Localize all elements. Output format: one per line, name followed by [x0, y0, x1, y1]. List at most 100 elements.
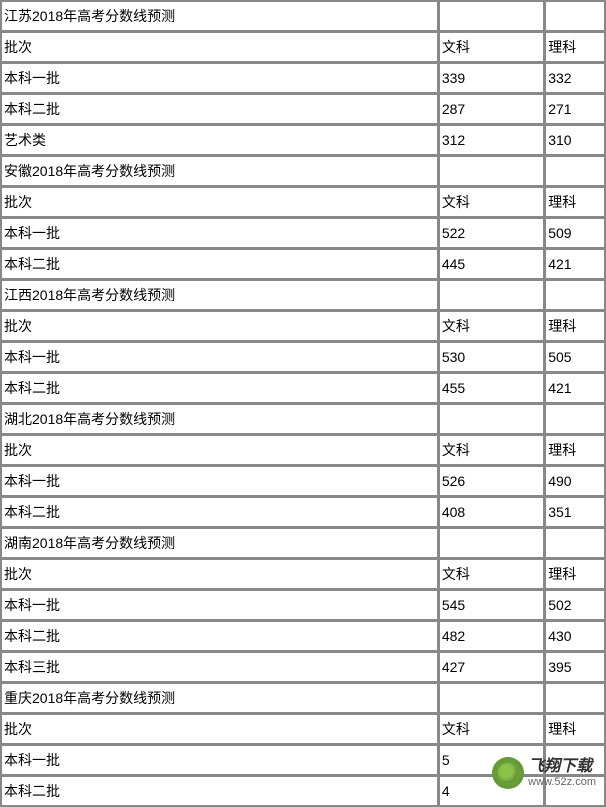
header-arts: 文科 [439, 435, 544, 465]
empty-cell [439, 683, 544, 713]
header-arts: 文科 [439, 32, 544, 62]
section-title: 江苏2018年高考分数线预测 [1, 1, 438, 31]
empty-cell [545, 1, 605, 31]
batch-name: 本科二批 [1, 249, 438, 279]
science-score: 351 [545, 497, 605, 527]
header-arts: 文科 [439, 714, 544, 744]
table-row: 本科一批530505 [1, 342, 605, 372]
header-science: 理科 [545, 559, 605, 589]
section-title: 安徽2018年高考分数线预测 [1, 156, 438, 186]
batch-name: 本科二批 [1, 776, 438, 806]
arts-score: 445 [439, 249, 544, 279]
section-title: 江西2018年高考分数线预测 [1, 280, 438, 310]
header-arts: 文科 [439, 559, 544, 589]
arts-score: 339 [439, 63, 544, 93]
watermark-title: 飞翔下载 [528, 758, 596, 776]
table-body: 江苏2018年高考分数线预测批次文科理科本科一批339332本科二批287271… [1, 1, 605, 806]
table-row: 本科一批545502 [1, 590, 605, 620]
empty-cell [545, 404, 605, 434]
header-science: 理科 [545, 187, 605, 217]
arts-score: 427 [439, 652, 544, 682]
section-title-row: 安徽2018年高考分数线预测 [1, 156, 605, 186]
watermark-logo-icon [492, 757, 524, 789]
section-header-row: 批次文科理科 [1, 311, 605, 341]
watermark-url: www.52z.com [528, 776, 596, 788]
main-table: 江苏2018年高考分数线预测批次文科理科本科一批339332本科二批287271… [0, 0, 606, 807]
section-header-row: 批次文科理科 [1, 559, 605, 589]
table-row: 本科一批522509 [1, 218, 605, 248]
batch-name: 本科一批 [1, 63, 438, 93]
section-title-row: 重庆2018年高考分数线预测 [1, 683, 605, 713]
science-score: 421 [545, 373, 605, 403]
header-science: 理科 [545, 435, 605, 465]
section-title-row: 江西2018年高考分数线预测 [1, 280, 605, 310]
batch-name: 本科一批 [1, 342, 438, 372]
science-score: 509 [545, 218, 605, 248]
empty-cell [545, 280, 605, 310]
science-score: 490 [545, 466, 605, 496]
score-prediction-table: 江苏2018年高考分数线预测批次文科理科本科一批339332本科二批287271… [0, 0, 606, 807]
arts-score: 526 [439, 466, 544, 496]
empty-cell [439, 528, 544, 558]
table-row: 本科二批482430 [1, 621, 605, 651]
header-batch: 批次 [1, 435, 438, 465]
section-title: 湖北2018年高考分数线预测 [1, 404, 438, 434]
header-batch: 批次 [1, 714, 438, 744]
batch-name: 本科一批 [1, 590, 438, 620]
section-title: 重庆2018年高考分数线预测 [1, 683, 438, 713]
arts-score: 522 [439, 218, 544, 248]
empty-cell [439, 1, 544, 31]
empty-cell [545, 528, 605, 558]
section-title-row: 江苏2018年高考分数线预测 [1, 1, 605, 31]
batch-name: 本科二批 [1, 621, 438, 651]
batch-name: 本科三批 [1, 652, 438, 682]
section-title-row: 湖北2018年高考分数线预测 [1, 404, 605, 434]
header-science: 理科 [545, 32, 605, 62]
batch-name: 本科一批 [1, 466, 438, 496]
table-row: 本科二批455421 [1, 373, 605, 403]
section-header-row: 批次文科理科 [1, 435, 605, 465]
section-header-row: 批次文科理科 [1, 714, 605, 744]
table-row: 本科一批339332 [1, 63, 605, 93]
science-score: 502 [545, 590, 605, 620]
batch-name: 本科二批 [1, 373, 438, 403]
arts-score: 312 [439, 125, 544, 155]
batch-name: 本科一批 [1, 745, 438, 775]
table-row: 本科三批427395 [1, 652, 605, 682]
empty-cell [545, 156, 605, 186]
section-header-row: 批次文科理科 [1, 187, 605, 217]
empty-cell [439, 156, 544, 186]
table-row: 艺术类312310 [1, 125, 605, 155]
header-arts: 文科 [439, 187, 544, 217]
batch-name: 本科二批 [1, 497, 438, 527]
table-row: 本科二批287271 [1, 94, 605, 124]
science-score: 430 [545, 621, 605, 651]
section-title: 湖南2018年高考分数线预测 [1, 528, 438, 558]
empty-cell [545, 683, 605, 713]
batch-name: 艺术类 [1, 125, 438, 155]
table-row: 本科二批408351 [1, 497, 605, 527]
arts-score: 455 [439, 373, 544, 403]
arts-score: 287 [439, 94, 544, 124]
section-title-row: 湖南2018年高考分数线预测 [1, 528, 605, 558]
science-score: 332 [545, 63, 605, 93]
empty-cell [439, 280, 544, 310]
header-arts: 文科 [439, 311, 544, 341]
header-science: 理科 [545, 714, 605, 744]
arts-score: 408 [439, 497, 544, 527]
arts-score: 545 [439, 590, 544, 620]
watermark-text: 飞翔下载 www.52z.com [528, 758, 596, 788]
header-science: 理科 [545, 311, 605, 341]
empty-cell [439, 404, 544, 434]
science-score: 271 [545, 94, 605, 124]
science-score: 395 [545, 652, 605, 682]
arts-score: 482 [439, 621, 544, 651]
batch-name: 本科一批 [1, 218, 438, 248]
header-batch: 批次 [1, 187, 438, 217]
header-batch: 批次 [1, 559, 438, 589]
header-batch: 批次 [1, 311, 438, 341]
header-batch: 批次 [1, 32, 438, 62]
table-row: 本科二批445421 [1, 249, 605, 279]
science-score: 310 [545, 125, 605, 155]
table-row: 本科一批526490 [1, 466, 605, 496]
